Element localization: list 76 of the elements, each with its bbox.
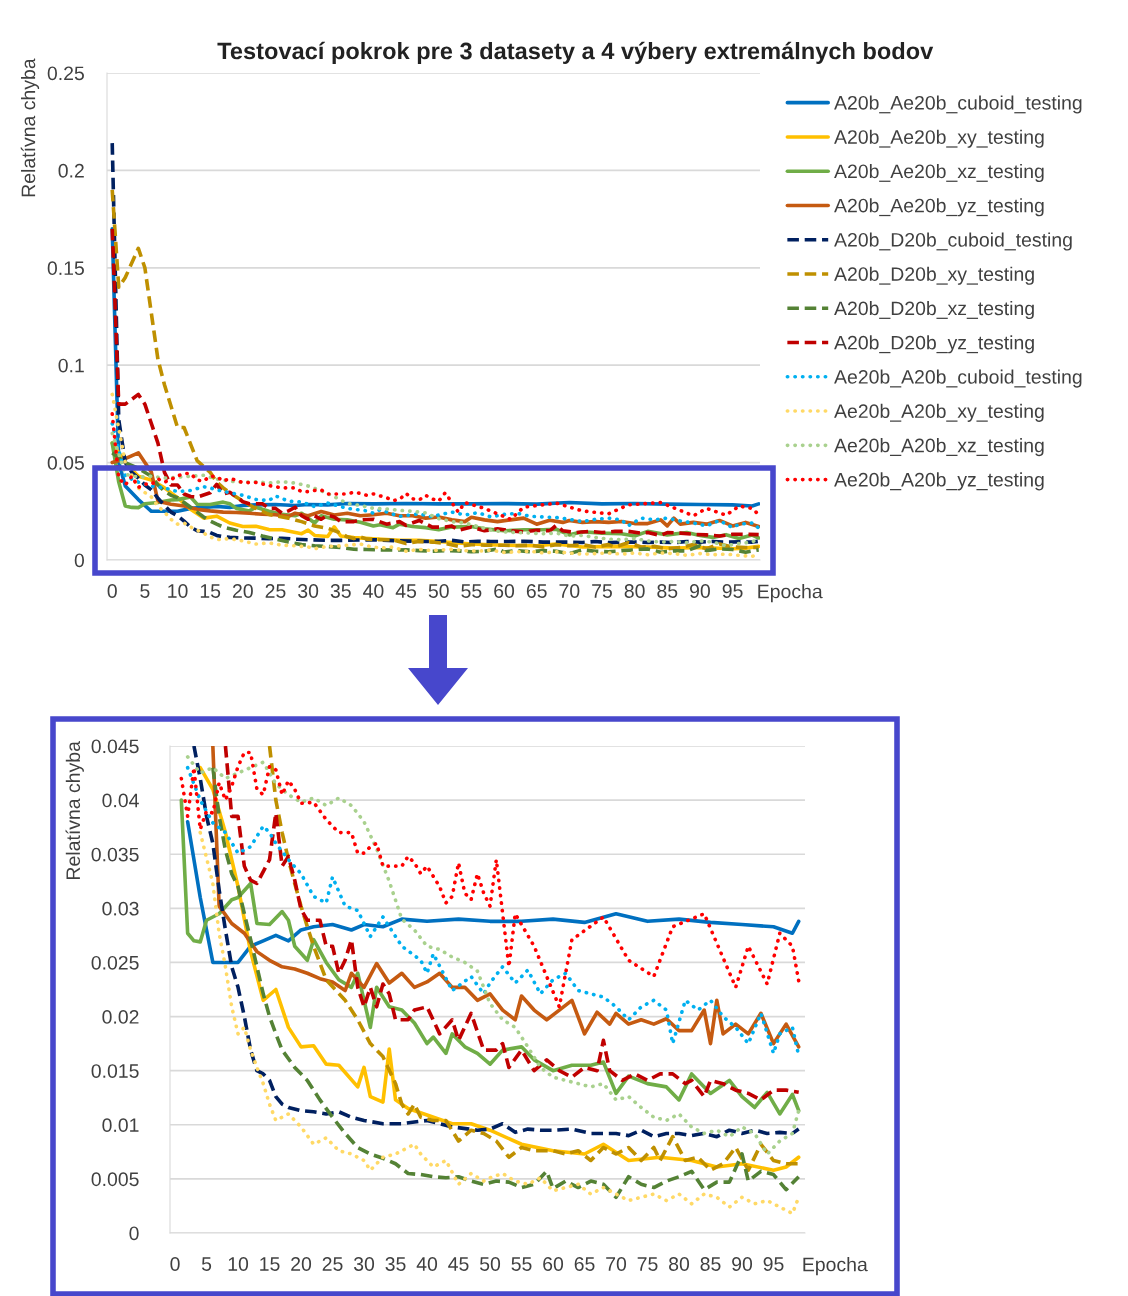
x-tick-label: 90	[732, 1257, 753, 1271]
y-tick-label: 0.2	[58, 163, 84, 178]
x-tick-label: 50	[428, 584, 449, 598]
legend-label: A20b_Ae20b_xz_testing	[834, 163, 1044, 183]
x-tick-label: 75	[637, 1257, 658, 1271]
x-tick-label: 30	[353, 1257, 375, 1271]
line-series	[185, 819, 801, 965]
y-tick-label: 0.04	[102, 793, 139, 808]
x-tick-label: 25	[322, 1257, 343, 1271]
x-tick-label: 80	[669, 1257, 690, 1271]
y-tick-label: 0	[74, 553, 85, 568]
chart-title: Testovací pokrok pre 3 datasety a 4 výbery extremálnych bodov	[217, 41, 934, 65]
y-tick-label: 0.035	[91, 847, 139, 862]
x-tick-label: 45	[448, 1257, 469, 1271]
legend-label: A20b_Ae20b_cuboid_testing	[834, 95, 1082, 114]
legend-label: Ae20b_A20b_yz_testing	[834, 472, 1044, 491]
y-axis-title: Relatívna chyba	[20, 58, 40, 197]
legend-label: Ae20b_A20b_cuboid_testing	[834, 369, 1082, 388]
x-tick-label: 90	[690, 584, 710, 598]
y-tick-label: 0.005	[91, 1172, 139, 1187]
y-tick-label: 0	[129, 1226, 139, 1241]
x-tick-label: 40	[416, 1257, 438, 1271]
x-axis-title: Epocha	[803, 1257, 868, 1276]
y-tick-label: 0.1	[58, 358, 84, 373]
x-tick-label: 80	[624, 584, 645, 598]
x-tick-label: 0	[170, 1257, 180, 1271]
x-tick-label: 85	[700, 1257, 721, 1271]
y-tick-label: 0.05	[47, 456, 84, 470]
legend-label: Ae20b_A20b_xz_testing	[834, 438, 1044, 457]
x-tick-label: 15	[200, 584, 221, 598]
y-tick-label: 0.25	[47, 66, 84, 81]
y-tick-label: 0.15	[47, 261, 84, 276]
y-tick-label: 0.02	[102, 1010, 139, 1024]
legend-label: A20b_Ae20b_yz_testing	[834, 198, 1044, 217]
x-tick-label: 70	[559, 584, 580, 598]
x-tick-label: 55	[511, 1257, 532, 1271]
x-tick-label: 20	[232, 584, 253, 598]
x-tick-label: 30	[298, 584, 319, 598]
x-tick-label: 70	[606, 1257, 627, 1271]
line-series	[179, 798, 801, 1116]
y-axis-title: Relatívna chyba	[65, 741, 84, 879]
x-tick-label: 5	[140, 584, 150, 598]
legend-label: A20b_D20b_cuboid_testing	[834, 232, 1072, 251]
x-tick-label: 20	[291, 1257, 312, 1271]
x-tick-label: 45	[395, 584, 417, 598]
x-tick-label: 10	[228, 1257, 249, 1271]
legend-label: A20b_D20b_xz_testing	[834, 300, 1034, 320]
x-tick-label: 95	[722, 584, 743, 598]
x-tick-label: 75	[592, 584, 612, 598]
y-tick-label: 0.025	[91, 955, 139, 970]
x-tick-label: 50	[479, 1257, 501, 1271]
line-series	[179, 750, 801, 1009]
legend-label: A20b_Ae20b_xy_testing	[834, 129, 1044, 148]
x-tick-label: 60	[494, 584, 515, 598]
legend-label: A20b_D20b_yz_testing	[834, 335, 1034, 354]
y-tick-label: 0.03	[102, 901, 139, 916]
x-tick-label: 5	[201, 1257, 212, 1271]
x-axis-title: Epocha	[758, 584, 823, 603]
y-tick-label: 0.015	[91, 1064, 139, 1078]
x-tick-label: 35	[385, 1257, 406, 1271]
x-tick-label: 25	[265, 584, 286, 598]
line-series	[198, 830, 801, 1216]
y-tick-label: 0.045	[91, 739, 139, 754]
x-tick-label: 55	[461, 584, 482, 598]
x-tick-label: 65	[574, 1257, 595, 1271]
y-tick-label: 0.01	[102, 1118, 139, 1133]
x-tick-label: 15	[260, 1257, 280, 1271]
x-tick-label: 35	[330, 584, 351, 598]
x-tick-label: 65	[526, 584, 547, 598]
x-tick-label: 85	[657, 584, 678, 598]
x-tick-label: 95	[763, 1257, 784, 1271]
legend-label: A20b_D20b_xy_testing	[834, 266, 1034, 285]
x-tick-label: 10	[168, 584, 188, 598]
legend-label: Ae20b_A20b_xy_testing	[834, 403, 1044, 422]
x-tick-label: 40	[363, 584, 384, 598]
x-tick-label: 60	[543, 1257, 564, 1271]
